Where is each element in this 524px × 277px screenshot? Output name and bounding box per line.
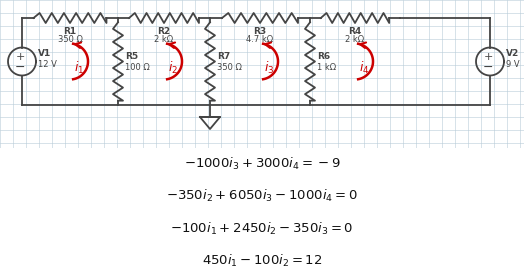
Text: $-1000i_3 + 3000i_4 = -9$: $-1000i_3 + 3000i_4 = -9$	[183, 156, 341, 172]
Text: $-350i_2 + 6050i_3 - 1000i_4 = 0$: $-350i_2 + 6050i_3 - 1000i_4 = 0$	[166, 188, 358, 204]
Text: V1: V1	[38, 49, 51, 58]
Text: 4.7 kΩ: 4.7 kΩ	[246, 35, 274, 44]
Text: 350 Ω: 350 Ω	[217, 63, 242, 72]
Text: $450i_1 - 100i_2 = 12$: $450i_1 - 100i_2 = 12$	[202, 253, 322, 269]
Text: $i_2$: $i_2$	[168, 60, 178, 76]
Text: 2 kΩ: 2 kΩ	[155, 35, 173, 44]
Text: V2: V2	[506, 49, 519, 58]
Text: 350 Ω: 350 Ω	[58, 35, 82, 44]
Text: R4: R4	[348, 27, 362, 36]
Text: $i_3$: $i_3$	[264, 60, 275, 76]
Text: R1: R1	[63, 27, 77, 36]
Text: 1 kΩ: 1 kΩ	[317, 63, 336, 72]
Text: 9 V: 9 V	[506, 60, 520, 69]
Text: R3: R3	[254, 27, 267, 36]
Text: $i_4$: $i_4$	[359, 60, 369, 76]
Text: R5: R5	[125, 52, 138, 61]
Text: $-100i_1 + 2450i_2 - 350i_3 = 0$: $-100i_1 + 2450i_2 - 350i_3 = 0$	[170, 220, 354, 237]
Text: 12 V: 12 V	[38, 60, 57, 69]
Text: R2: R2	[157, 27, 171, 36]
Text: R7: R7	[217, 52, 230, 61]
Text: 2 kΩ: 2 kΩ	[345, 35, 365, 44]
Text: $i_1$: $i_1$	[74, 60, 84, 76]
Text: R6: R6	[317, 52, 330, 61]
Text: 100 Ω: 100 Ω	[125, 63, 150, 72]
Text: +: +	[15, 52, 25, 61]
Text: +: +	[483, 52, 493, 61]
Text: −: −	[15, 61, 25, 74]
Text: −: −	[483, 61, 493, 74]
